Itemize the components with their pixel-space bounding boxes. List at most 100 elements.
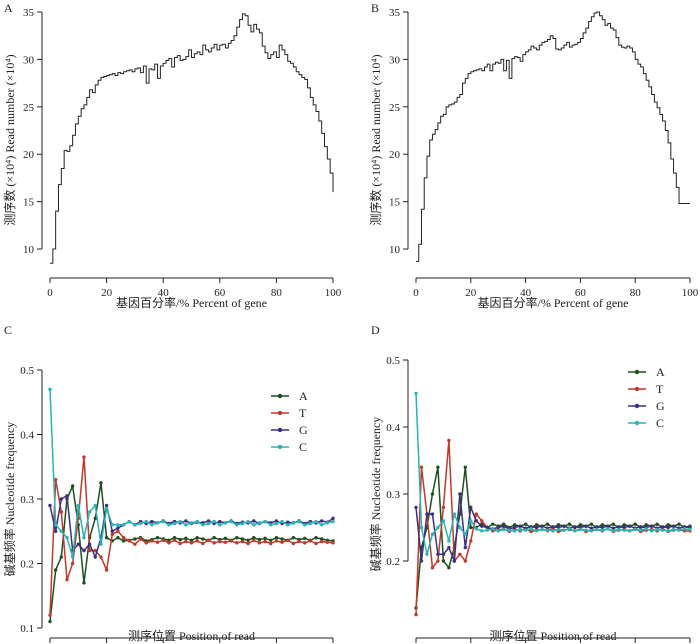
panel-c-series-c-point bbox=[65, 536, 69, 540]
panel-d-series-c-point bbox=[567, 527, 572, 531]
panel-c-series-c-point bbox=[314, 519, 318, 524]
panel-c-series-t-point bbox=[257, 541, 262, 545]
panel-c-series-c-point bbox=[116, 523, 120, 527]
panel-c-legend-g-label: G bbox=[299, 423, 308, 437]
panel-c-series-a-point bbox=[184, 536, 188, 541]
panel-d-series-g-point bbox=[419, 559, 424, 563]
panel-d-series-c-point bbox=[677, 528, 681, 532]
panel-d-series-c-point bbox=[425, 552, 429, 556]
panel-d-series-g-point bbox=[606, 524, 610, 528]
panel-c-series-g-point bbox=[274, 519, 279, 523]
panel-d-series-c-point bbox=[512, 529, 517, 533]
panel-c-series-c-point bbox=[269, 523, 273, 527]
panel-a-x-tick-label: 40 bbox=[158, 287, 170, 299]
panel-d-series-g-point bbox=[430, 512, 435, 516]
panel-c-series-t-point bbox=[303, 541, 307, 545]
panel-c-series-g-point bbox=[48, 503, 52, 508]
panel-c-series-c-point bbox=[127, 519, 131, 524]
panel-c-series-c-point bbox=[286, 523, 290, 527]
panel-c-series-g-point bbox=[184, 519, 188, 523]
panel-c-series-a-point bbox=[178, 537, 182, 542]
panel-d-series-c-point bbox=[638, 528, 643, 532]
panel-c-series-t-point bbox=[161, 538, 165, 542]
panel-d-y-tick-label: 0.5 bbox=[386, 355, 400, 367]
panel-d-series-c-point bbox=[518, 527, 522, 532]
panel-d-series-g-point bbox=[589, 526, 594, 530]
panel-d-series-a-point bbox=[622, 523, 626, 527]
panel-c-series-c-point bbox=[218, 523, 222, 527]
panel-d-series-c-point bbox=[485, 528, 489, 532]
panel-a-x-tick-label: 80 bbox=[271, 287, 283, 299]
panel-c-y-tick-label: 0.2 bbox=[20, 559, 34, 571]
panel-d-series-t-point bbox=[529, 529, 533, 534]
panel-c-series-a-point bbox=[212, 536, 216, 540]
panel-d-series-a-point bbox=[441, 559, 446, 563]
panel-b-x-tick-label: 20 bbox=[465, 287, 477, 299]
panel-d-series-g-point bbox=[496, 525, 500, 530]
panel-c-series-t-point bbox=[70, 561, 75, 566]
panel-d-series-a-point bbox=[469, 525, 473, 530]
panel-d-series-c-point bbox=[501, 527, 506, 532]
panel-c-series-t-point bbox=[104, 568, 109, 572]
panel-d-series-a-point bbox=[567, 522, 572, 526]
panel-d-series-c-point bbox=[551, 529, 555, 533]
panel-d-series-g-point bbox=[562, 524, 566, 528]
panel-c-series-g-point bbox=[59, 497, 64, 501]
panel-d-series-c-point bbox=[540, 527, 544, 532]
panel-c-series-t-point bbox=[144, 541, 148, 545]
panel-d-series-g-point bbox=[584, 524, 588, 528]
panel-c-legend-c-label: C bbox=[299, 440, 307, 454]
panel-c-series-c-point bbox=[178, 519, 182, 524]
panel-d-series-c-point bbox=[419, 525, 424, 530]
panel-c-legend-t-marker bbox=[277, 410, 283, 416]
panel-c-series-t-point bbox=[65, 577, 69, 582]
panel-c-series-a-point bbox=[223, 536, 228, 541]
panel-d-series-c-point bbox=[595, 527, 599, 532]
panel-b-y-axis-title: 测序数 (×10⁴) Read number (×10⁴) bbox=[368, 54, 383, 225]
panel-d-series-c-point bbox=[562, 528, 566, 532]
panel-c-series-g-point bbox=[87, 542, 92, 546]
panel-c-series-a-point bbox=[93, 516, 97, 521]
panel-d-series-c-point bbox=[507, 528, 511, 532]
panel-d-series-g-point bbox=[474, 519, 478, 523]
panel-d-series-t-point bbox=[441, 505, 446, 510]
panel-c-series-c-line bbox=[49, 389, 334, 558]
panel-d-series-c-point bbox=[469, 519, 473, 523]
panel-c-series-c-point bbox=[53, 523, 58, 527]
panel-c-series-t-point bbox=[235, 541, 239, 545]
panel-d-series-a-point bbox=[523, 522, 528, 526]
panel-c-series-t-point bbox=[99, 555, 103, 559]
panel-d-series-a-point bbox=[447, 566, 451, 570]
panel-c-series-g-point bbox=[252, 519, 256, 523]
panel-c-series-c-point bbox=[201, 523, 205, 527]
panel-d-series-c-point bbox=[688, 527, 692, 532]
panel-c-series-a-point bbox=[189, 538, 194, 542]
panel-c-series-c-point bbox=[212, 519, 216, 524]
panel-a-coverage-line bbox=[50, 13, 334, 264]
panel-c-series-c-point bbox=[76, 503, 81, 508]
panel-c-series-t-point bbox=[172, 538, 177, 542]
panel-c-series-c-point bbox=[252, 523, 256, 527]
panel-c-series-c-point bbox=[48, 387, 52, 392]
panel-d-series-c-point bbox=[600, 528, 605, 532]
panel-c-series-c-point bbox=[138, 521, 143, 526]
panel-c-series-t-point bbox=[150, 539, 154, 543]
panel-d-series-t-point bbox=[480, 519, 484, 523]
panel-c-series-t-point bbox=[286, 538, 290, 542]
panel-c-series-a-point bbox=[280, 537, 284, 541]
panel-d-series-t-point bbox=[469, 539, 473, 543]
panel-c-series-c-point bbox=[93, 503, 97, 508]
panel-d-series-c-point bbox=[463, 532, 468, 536]
panel-c-series-c-point bbox=[150, 523, 154, 527]
panel-c-series-t-point bbox=[269, 541, 273, 546]
panel-c-series-c-point bbox=[223, 521, 228, 525]
panel-c-series-a-point bbox=[263, 536, 267, 541]
panel-c-series-g-point bbox=[116, 526, 120, 530]
panel-d-series-c-point bbox=[573, 529, 577, 533]
panel-d-legend-c-label: C bbox=[656, 416, 664, 430]
panel-d-legend-a-label: A bbox=[656, 365, 665, 379]
panel-d-series-c-point bbox=[578, 527, 583, 532]
panel-d-y-tick-label: 0.2 bbox=[386, 556, 400, 568]
panel-c-series-g-point bbox=[218, 519, 222, 524]
